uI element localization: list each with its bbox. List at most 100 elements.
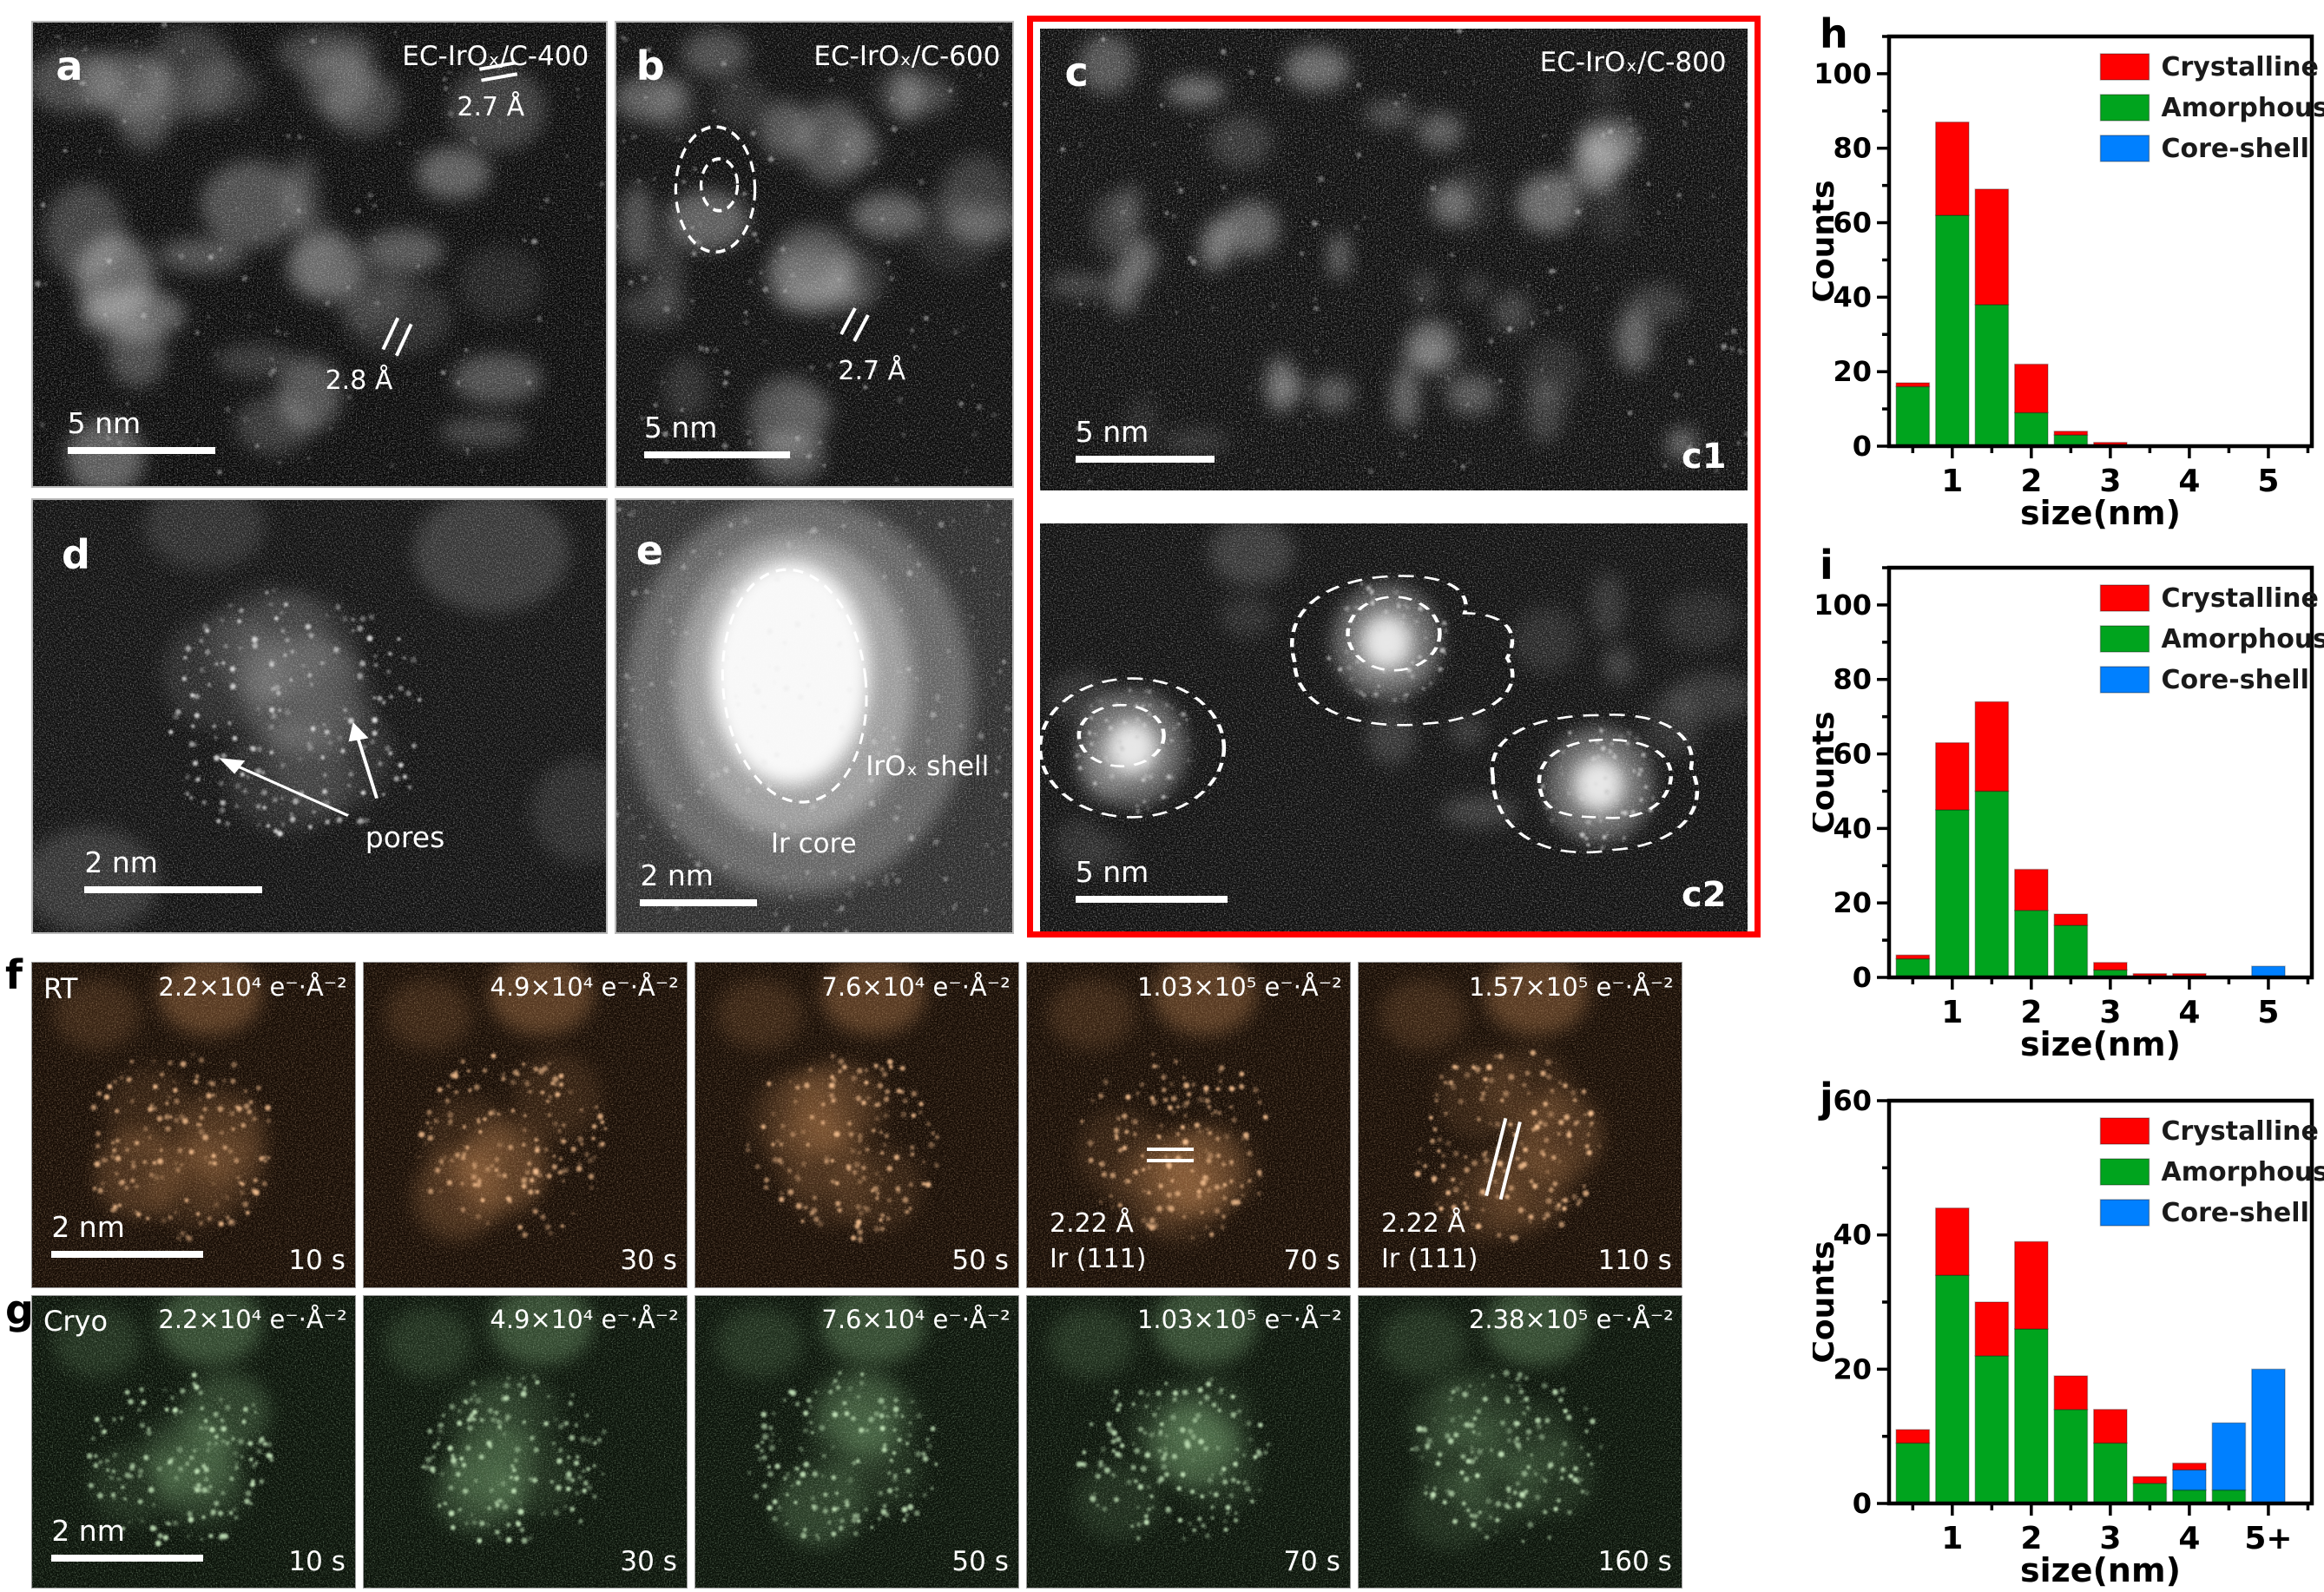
svg-text:80: 80 — [1833, 132, 1872, 165]
svg-text:Crystalline: Crystalline — [2162, 1116, 2319, 1147]
svg-text:Amorphous: Amorphous — [2162, 624, 2324, 655]
crystal-plane-annotation: Ir (111) — [1050, 1244, 1147, 1275]
scale-bar-label: 2 nm — [640, 858, 714, 893]
svg-text:Counts: Counts — [1813, 180, 1841, 302]
svg-text:3: 3 — [2099, 1521, 2121, 1556]
panel-a-micrograph: a EC-IrOₓ/C-400 2.7 Å 2.8 Å 5 nm — [31, 21, 608, 488]
svg-text:0: 0 — [1853, 430, 1872, 463]
subpanel-tag-c1: c1 — [1682, 437, 1727, 477]
elapsed-time-label: 110 s — [1597, 1244, 1672, 1276]
panel-e-micrograph: e IrOₓ shell Ir core 2 nm — [615, 498, 1014, 934]
electron-dose-label: 2.2×10⁴ e⁻·Å⁻² — [158, 1305, 347, 1335]
coreshell-outline-overlay — [674, 125, 757, 254]
scale-bar: 2 nm — [51, 1210, 204, 1259]
svg-text:100: 100 — [1814, 589, 1872, 622]
svg-text:20: 20 — [1833, 886, 1872, 919]
temperature-mode-label: RT — [43, 972, 78, 1006]
panel-letter-b: b — [635, 42, 665, 89]
panel-b-micrograph: b EC-IrOₓ/C-600 2.7 Å 5 nm — [615, 21, 1014, 488]
svg-text:3: 3 — [2099, 995, 2121, 1030]
scale-bar: 5 nm — [1075, 855, 1228, 904]
d-spacing-annotation: 2.22 Å — [1050, 1207, 1134, 1239]
svg-text:Core-shell: Core-shell — [2162, 1198, 2309, 1228]
scale-bar: 2 nm — [51, 1513, 204, 1562]
pores-label: pores — [365, 819, 445, 854]
core-outline-overlay — [721, 568, 868, 804]
elapsed-time-label: 30 s — [620, 1546, 677, 1578]
svg-text:60: 60 — [1833, 738, 1872, 771]
svg-text:0: 0 — [1853, 1487, 1872, 1520]
svg-text:Core-shell: Core-shell — [2162, 665, 2309, 695]
svg-text:1: 1 — [1941, 995, 1963, 1030]
electron-dose-label: 7.6×10⁴ e⁻·Å⁻² — [821, 972, 1011, 1003]
svg-text:Crystalline: Crystalline — [2162, 583, 2319, 614]
svg-text:Counts: Counts — [1813, 1240, 1841, 1363]
panel-f1-micrograph: 2.2×10⁴ e⁻·Å⁻² 10 s RT 2 nm — [31, 962, 356, 1288]
elapsed-time-label: 70 s — [1283, 1546, 1340, 1578]
svg-text:2: 2 — [2020, 464, 2042, 499]
scale-bar: 2 nm — [84, 845, 263, 894]
scale-bar-label: 5 nm — [1075, 855, 1149, 890]
panel-letter-c: c — [1064, 48, 1089, 95]
chart-h-size-histogram: 0 20 40 60 80 100 1 2 3 4 5 size(nm) Counts Crystalli… — [1813, 34, 2324, 531]
panel-letter-h: h — [1820, 10, 1848, 57]
svg-text:2: 2 — [2020, 995, 2042, 1030]
panel-c1-micrograph: c EC-IrOₓ/C-800 c1 5 nm — [1040, 29, 1748, 490]
scale-bar: 5 nm — [1075, 415, 1215, 464]
electron-dose-label: 4.9×10⁴ e⁻·Å⁻² — [490, 1305, 679, 1335]
panel-letter-d: d — [62, 530, 90, 578]
scale-bar-label: 5 nm — [67, 405, 142, 440]
chart-i-size-histogram: 0 20 40 60 80 100 1 2 3 4 5 size(nm) Counts Crystalli… — [1813, 565, 2324, 1062]
svg-text:5: 5 — [2257, 995, 2279, 1030]
panel-c2-micrograph: c2 5 nm — [1040, 523, 1748, 931]
panel-g4-micrograph: 1.03×10⁵ e⁻·Å⁻² 70 s — [1026, 1295, 1351, 1589]
electron-dose-label: 1.03×10⁵ e⁻·Å⁻² — [1136, 972, 1342, 1003]
svg-text:Amorphous: Amorphous — [2162, 93, 2324, 123]
scale-bar-label: 5 nm — [643, 410, 718, 444]
panel-letter-a: a — [56, 42, 83, 89]
scale-bar: 5 nm — [643, 410, 790, 458]
electron-dose-label: 1.03×10⁵ e⁻·Å⁻² — [1136, 1305, 1342, 1335]
subpanel-tag-c2: c2 — [1682, 875, 1727, 916]
elapsed-time-label: 10 s — [288, 1244, 346, 1276]
panel-f3-micrograph: 7.6×10⁴ e⁻·Å⁻² 50 s — [695, 962, 1019, 1288]
d-spacing-annotation: 2.7 Å — [838, 356, 906, 387]
svg-text:1: 1 — [1941, 464, 1963, 499]
lattice-fringe-mark — [1146, 1148, 1194, 1163]
sample-label-c: EC-IrOₓ/C-800 — [1539, 47, 1727, 79]
svg-text:4: 4 — [2178, 995, 2200, 1030]
panel-d-micrograph: d pores 2 nm — [31, 498, 608, 934]
electron-dose-label: 2.38×10⁵ e⁻·Å⁻² — [1468, 1305, 1674, 1335]
panel-letter-e: e — [635, 526, 663, 574]
core-label: Ir core — [770, 828, 857, 860]
elapsed-time-label: 160 s — [1597, 1546, 1672, 1578]
electron-dose-label: 7.6×10⁴ e⁻·Å⁻² — [821, 1305, 1011, 1335]
scale-bar-label: 2 nm — [51, 1513, 125, 1548]
electron-dose-label: 4.9×10⁴ e⁻·Å⁻² — [490, 972, 679, 1003]
svg-text:2: 2 — [2020, 1521, 2042, 1556]
scale-bar: 5 nm — [67, 405, 215, 454]
elapsed-time-label: 70 s — [1283, 1244, 1340, 1276]
scale-bar-label: 2 nm — [84, 845, 158, 880]
panel-g2-micrograph: 4.9×10⁴ e⁻·Å⁻² 30 s — [363, 1295, 688, 1589]
d-spacing-annotation: 2.8 Å — [325, 365, 393, 397]
svg-text:80: 80 — [1833, 663, 1872, 696]
svg-text:40: 40 — [1833, 1219, 1872, 1252]
temperature-mode-label: Cryo — [43, 1305, 109, 1339]
svg-text:Amorphous: Amorphous — [2162, 1157, 2324, 1187]
panel-f2-micrograph: 4.9×10⁴ e⁻·Å⁻² 30 s — [363, 962, 688, 1288]
svg-text:40: 40 — [1833, 812, 1872, 845]
svg-text:size(nm): size(nm) — [2020, 1551, 2181, 1589]
electron-dose-label: 1.57×10⁵ e⁻·Å⁻² — [1468, 972, 1674, 1003]
svg-text:4: 4 — [2178, 1521, 2200, 1556]
panel-letter-j: j — [1820, 1075, 1834, 1122]
panel-f5-micrograph: 1.57×10⁵ e⁻·Å⁻² 110 s 2.22 Å Ir (111) — [1358, 962, 1682, 1288]
svg-text:100: 100 — [1814, 57, 1872, 90]
svg-text:60: 60 — [1833, 207, 1872, 240]
scale-bar: 2 nm — [640, 858, 758, 907]
svg-text:40: 40 — [1833, 280, 1872, 313]
elapsed-time-label: 10 s — [288, 1546, 346, 1578]
svg-text:4: 4 — [2178, 464, 2200, 499]
svg-text:Core-shell: Core-shell — [2162, 134, 2309, 164]
